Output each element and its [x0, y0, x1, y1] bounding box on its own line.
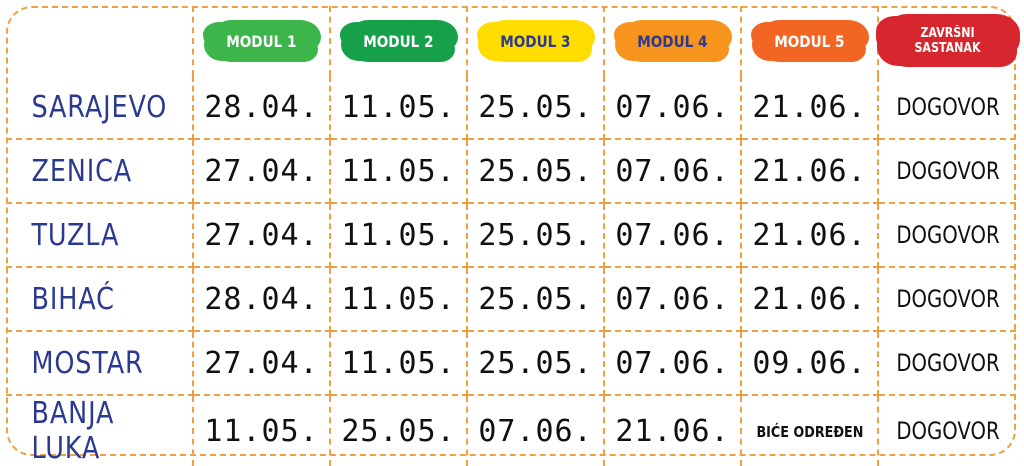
city-cell: ZENICA	[6, 138, 194, 204]
table-row: BIHAĆ 28.04. 11.05. 25.05. 07.06. 21.06.…	[6, 266, 1016, 332]
table-row: SARAJEVO 28.04. 11.05. 25.05. 07.06. 21.…	[6, 76, 1016, 140]
date-cell: 21.06.	[740, 76, 879, 140]
header-row: MODUL 1 MODUL 2 MODUL 3 MODUL 4 MODUL 5 …	[6, 6, 1016, 76]
date-cell: 11.05.	[329, 138, 468, 204]
date-cell: 21.06.	[740, 266, 879, 332]
header-modul-4: MODUL 4	[603, 6, 742, 76]
date-cell: 11.05.	[192, 394, 331, 466]
date-cell: 11.05.	[329, 266, 468, 332]
date-cell: 28.04.	[192, 266, 331, 332]
date-cell: 25.05.	[466, 76, 605, 140]
header-modul-3: MODUL 3	[466, 6, 605, 76]
header-modul-5: MODUL 5	[740, 6, 879, 76]
date-cell: 07.06.	[603, 202, 742, 268]
header-empty-cell	[6, 6, 194, 76]
city-cell: MOSTAR	[6, 330, 194, 396]
city-cell: SARAJEVO	[6, 76, 194, 140]
final-meeting-cell: DOGOVOR	[877, 76, 1016, 140]
city-cell: TUZLA	[6, 202, 194, 268]
header-final-meeting: ZAVRŠNI SASTANAK	[877, 6, 1016, 76]
final-meeting-cell: DOGOVOR	[877, 138, 1016, 204]
final-meeting-cloud-badge: ZAVRŠNI SASTANAK	[879, 18, 1016, 64]
modul-5-cloud-badge: MODUL 5	[754, 23, 865, 59]
final-meeting-cell: DOGOVOR	[877, 330, 1016, 396]
date-cell: 25.05.	[466, 330, 605, 396]
table-row: TUZLA 27.04. 11.05. 25.05. 07.06. 21.06.…	[6, 202, 1016, 268]
date-cell: 27.04.	[192, 138, 331, 204]
city-cell: BIHAĆ	[6, 266, 194, 332]
date-cell: 28.04.	[192, 76, 331, 140]
date-cell: 11.05.	[329, 202, 468, 268]
date-cell: 11.05.	[329, 76, 468, 140]
date-cell: 25.05.	[329, 394, 468, 466]
modul-1-cloud-badge: MODUL 1	[206, 23, 317, 59]
date-cell: 25.05.	[466, 266, 605, 332]
date-cell: 07.06.	[603, 266, 742, 332]
date-cell: 21.06.	[740, 138, 879, 204]
date-cell: 25.05.	[466, 202, 605, 268]
header-modul-1: MODUL 1	[192, 6, 331, 76]
final-meeting-cell: DOGOVOR	[877, 266, 1016, 332]
table-row: ZENICA 27.04. 11.05. 25.05. 07.06. 21.06…	[6, 138, 1016, 204]
date-cell: 21.06.	[740, 202, 879, 268]
date-cell: 07.06.	[603, 138, 742, 204]
date-cell: BIĆE ODREĐEN	[740, 394, 879, 466]
modul-4-cloud-badge: MODUL 4	[617, 23, 728, 59]
date-cell: 27.04.	[192, 202, 331, 268]
date-cell: 09.06.	[740, 330, 879, 396]
table-row: MOSTAR 27.04. 11.05. 25.05. 07.06. 09.06…	[6, 330, 1016, 396]
modul-3-cloud-badge: MODUL 3	[480, 23, 591, 59]
final-meeting-cell: DOGOVOR	[877, 394, 1016, 466]
schedule-table: MODUL 1 MODUL 2 MODUL 3 MODUL 4 MODUL 5 …	[6, 6, 1016, 466]
date-cell: 07.06.	[466, 394, 605, 466]
header-modul-2: MODUL 2	[329, 6, 468, 76]
date-cell: 07.06.	[603, 76, 742, 140]
date-cell: 25.05.	[466, 138, 605, 204]
city-cell: BANJA LUKA	[6, 394, 194, 466]
table-row: BANJA LUKA 11.05. 25.05. 07.06. 21.06. B…	[6, 394, 1016, 466]
date-cell: 21.06.	[603, 394, 742, 466]
date-cell: 07.06.	[603, 330, 742, 396]
modul-2-cloud-badge: MODUL 2	[343, 23, 454, 59]
date-cell: 11.05.	[329, 330, 468, 396]
date-cell: 27.04.	[192, 330, 331, 396]
final-meeting-cell: DOGOVOR	[877, 202, 1016, 268]
